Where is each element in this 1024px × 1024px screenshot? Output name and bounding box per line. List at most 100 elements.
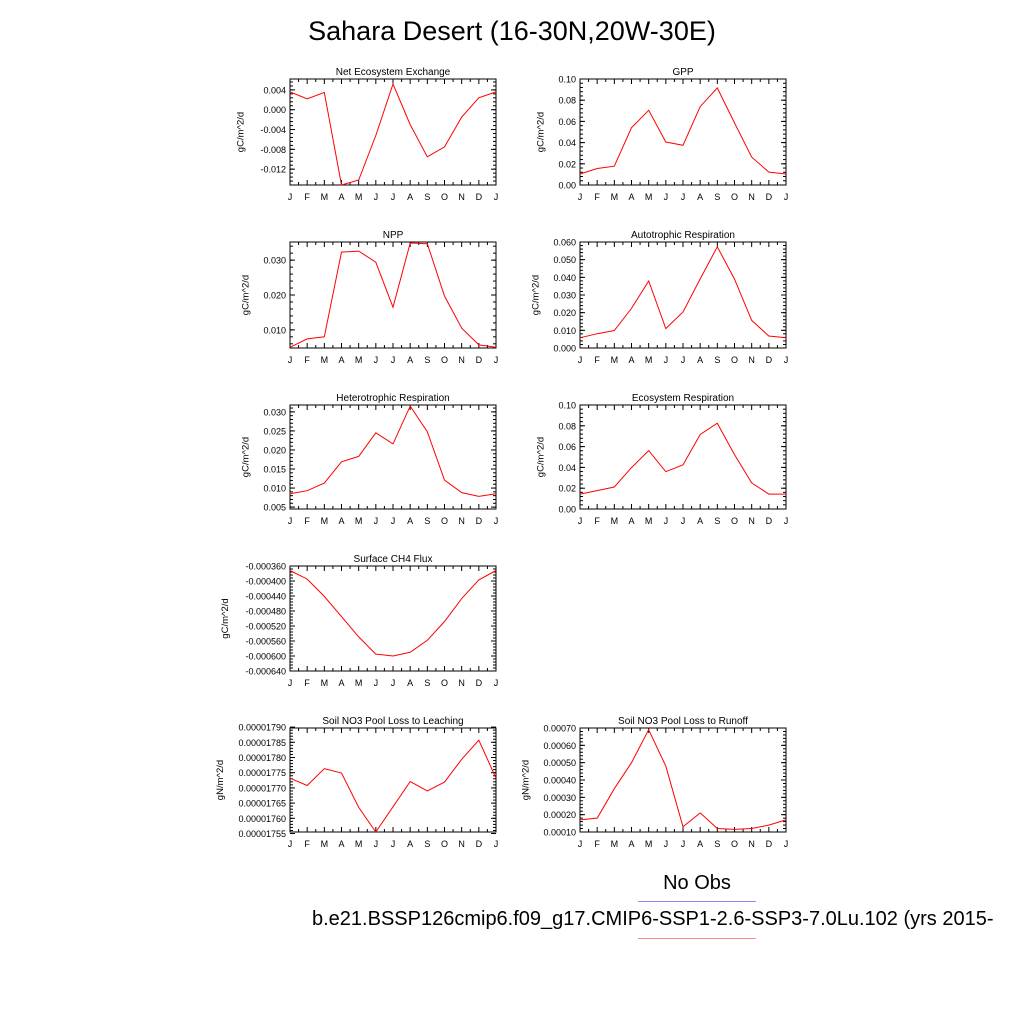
x-tick-label: J [681, 355, 686, 365]
x-tick-label: F [594, 839, 600, 849]
x-tick-label: S [714, 192, 720, 202]
y-tick-label: 0.010 [263, 484, 286, 494]
x-tick-label: M [645, 839, 653, 849]
y-tick-label: 0.10 [558, 401, 576, 411]
x-tick-label: M [645, 355, 653, 365]
y-tick-label: 0.00001780 [238, 753, 286, 763]
x-tick-label: F [594, 516, 600, 526]
x-tick-label: N [748, 192, 755, 202]
y-axis-label: gC/m^2/d [235, 112, 246, 152]
x-tick-label: M [321, 839, 329, 849]
x-tick-label: A [338, 839, 344, 849]
series-line [579, 87, 787, 175]
x-tick-label: A [628, 355, 634, 365]
x-tick-label: A [338, 192, 344, 202]
y-tick-label: 0.020 [553, 308, 576, 318]
x-tick-label: J [288, 839, 293, 849]
y-axis-label: gN/m^2/d [520, 760, 531, 800]
y-tick-label: 0.06 [558, 442, 576, 452]
x-tick-label: D [766, 355, 773, 365]
y-axis-label: gN/m^2/d [215, 760, 226, 800]
x-tick-label: J [374, 678, 379, 688]
x-tick-label: J [681, 516, 686, 526]
y-tick-label: -0.000560 [245, 637, 286, 647]
plot-frame [579, 727, 787, 833]
x-tick-label: F [304, 355, 310, 365]
x-tick-label: A [697, 516, 703, 526]
y-tick-label: -0.004 [260, 125, 286, 135]
y-tick-label: -0.000640 [245, 667, 286, 677]
x-tick-label: N [748, 516, 755, 526]
y-tick-label: 0.00060 [543, 741, 576, 751]
x-tick-label: F [304, 192, 310, 202]
y-tick-label: 0.005 [263, 503, 286, 513]
x-tick-label: J [494, 678, 499, 688]
x-tick-label: F [304, 678, 310, 688]
x-tick-label: N [458, 839, 465, 849]
y-tick-label: 0.00001760 [238, 814, 286, 824]
series-line [289, 739, 497, 833]
y-tick-label: 0.030 [263, 256, 286, 266]
x-tick-label: J [681, 192, 686, 202]
x-tick-label: J [578, 355, 583, 365]
y-tick-label: -0.008 [260, 145, 286, 155]
x-tick-label: M [611, 355, 619, 365]
x-tick-label: O [441, 192, 448, 202]
series-line [579, 245, 787, 339]
y-tick-label: 0.00001785 [238, 738, 286, 748]
x-tick-label: S [424, 355, 430, 365]
y-tick-label: 0.00020 [543, 810, 576, 820]
x-tick-label: M [611, 516, 619, 526]
y-tick-label: 0.050 [553, 255, 576, 265]
x-tick-label: A [407, 516, 413, 526]
x-tick-label: J [374, 516, 379, 526]
panel-title: Autotrophic Respiration [631, 230, 735, 241]
x-tick-label: M [321, 192, 329, 202]
plot-frame [289, 565, 497, 672]
x-tick-label: J [391, 839, 396, 849]
x-tick-label: A [407, 678, 413, 688]
x-tick-label: O [731, 516, 738, 526]
x-tick-label: A [628, 192, 634, 202]
x-tick-label: D [476, 516, 483, 526]
y-tick-label: -0.000360 [245, 562, 286, 572]
x-tick-label: A [697, 192, 703, 202]
x-tick-label: A [697, 839, 703, 849]
y-axis-label: gC/m^2/d [531, 275, 542, 315]
y-tick-label: 0.010 [263, 325, 286, 335]
legend-case-label: b.e21.BSSP126cmip6.f09_g17.CMIP6-SSP1-2.… [312, 908, 994, 930]
series-line [289, 242, 497, 348]
y-tick-label: 0.020 [263, 445, 286, 455]
x-tick-label: N [748, 355, 755, 365]
x-tick-label: A [407, 192, 413, 202]
x-tick-label: J [681, 839, 686, 849]
x-tick-label: J [664, 355, 669, 365]
panel-title: GPP [672, 67, 693, 78]
y-tick-label: 0.00040 [543, 776, 576, 786]
x-tick-label: N [748, 839, 755, 849]
x-tick-label: J [494, 516, 499, 526]
y-tick-label: 0.02 [558, 484, 576, 494]
x-tick-label: N [458, 192, 465, 202]
x-tick-label: M [321, 516, 329, 526]
y-tick-label: 0.00001775 [238, 768, 286, 778]
series-line [289, 82, 497, 186]
x-tick-label: M [355, 678, 363, 688]
series-line [289, 405, 497, 497]
x-tick-label: J [578, 839, 583, 849]
x-tick-label: D [476, 839, 483, 849]
y-tick-label: 0.040 [553, 273, 576, 283]
y-tick-label: 0.000 [553, 344, 576, 354]
y-tick-label: 0.06 [558, 117, 576, 127]
x-tick-label: N [458, 678, 465, 688]
x-tick-label: S [424, 192, 430, 202]
x-tick-label: J [494, 192, 499, 202]
x-tick-label: N [458, 355, 465, 365]
x-tick-label: M [645, 192, 653, 202]
panel-title: Soil NO3 Pool Loss to Leaching [322, 716, 463, 727]
x-tick-label: S [714, 839, 720, 849]
panel-title: Net Ecosystem Exchange [336, 67, 451, 78]
panel-title: Heterotrophic Respiration [336, 393, 449, 404]
series-line [289, 570, 497, 657]
